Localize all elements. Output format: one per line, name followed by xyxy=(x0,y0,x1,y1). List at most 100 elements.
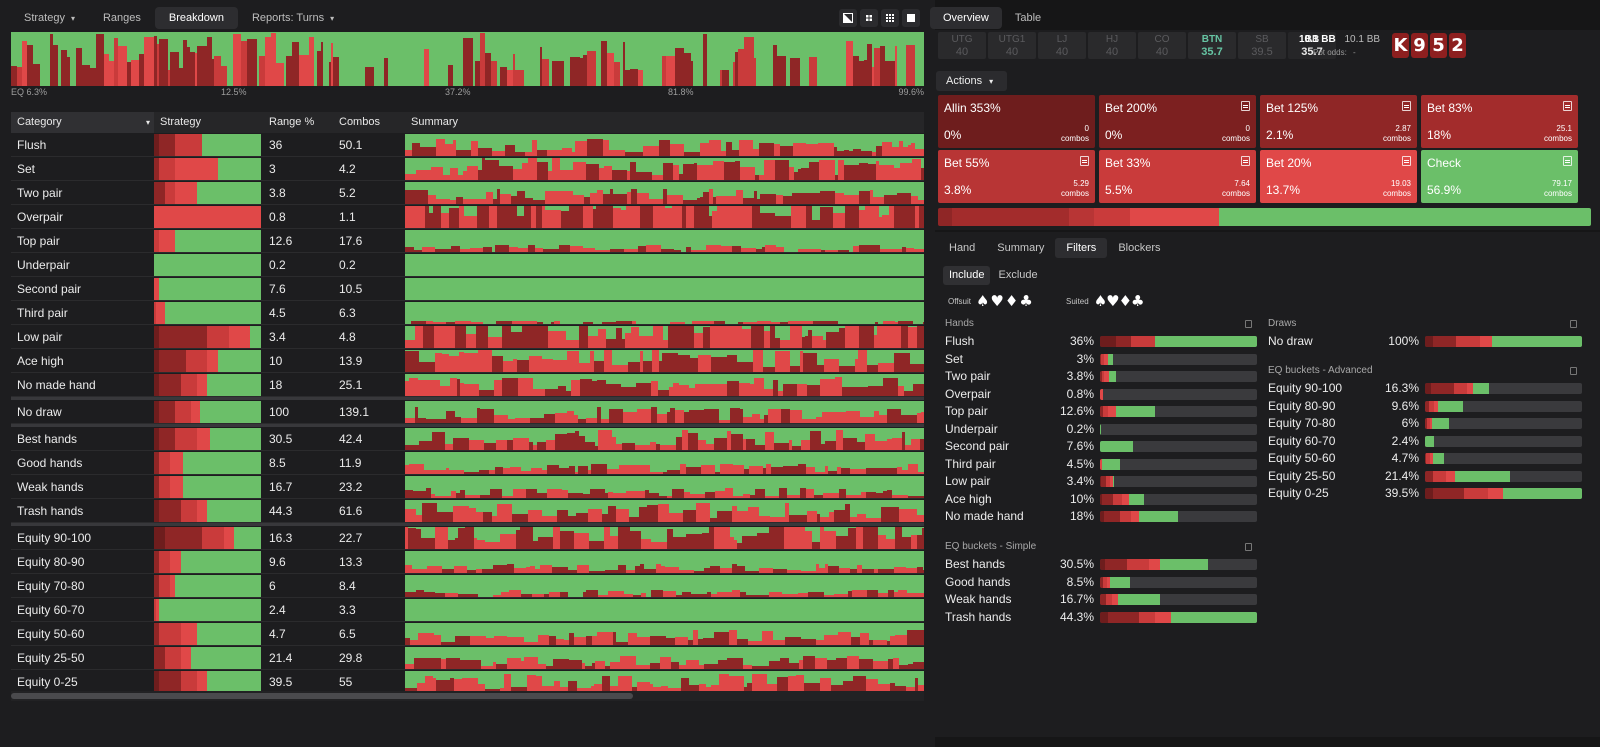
filter-row[interactable]: Top pair 12.6% xyxy=(945,403,1257,420)
filter-row[interactable]: Equity 90-100 16.3% xyxy=(1268,380,1582,397)
filter-row[interactable]: Good hands 8.5% xyxy=(945,574,1257,591)
table-row[interactable]: Flush 36 50.1 xyxy=(11,133,929,157)
filter-row[interactable]: Overpair 0.8% xyxy=(945,386,1257,403)
details-icon[interactable] xyxy=(1563,156,1572,166)
table-row[interactable]: Third pair 4.5 6.3 xyxy=(11,301,929,325)
position-lj[interactable]: LJ 40 xyxy=(1038,32,1086,59)
collapse-icon[interactable] xyxy=(1245,543,1252,551)
filter-row[interactable]: Third pair 4.5% xyxy=(945,456,1257,473)
details-icon[interactable] xyxy=(1241,101,1250,111)
action-tile-bet-200[interactable]: Bet 200% 0% 0 combos xyxy=(1099,95,1256,148)
filter-row[interactable]: Ace high 10% xyxy=(945,491,1257,508)
tab-breakdown[interactable]: Breakdown xyxy=(154,7,238,29)
horizontal-scrollbar[interactable] xyxy=(11,691,924,701)
details-icon[interactable] xyxy=(1080,156,1089,166)
action-tile-bet-33[interactable]: Bet 33% 5.5% 7.64 combos xyxy=(1099,150,1256,203)
suited-suits-icon[interactable]: ♠♥♦♣ xyxy=(1093,292,1145,310)
summary-bar xyxy=(882,468,897,474)
action-tile-check[interactable]: Check 56.9% 79.17 combos xyxy=(1421,150,1578,203)
tab-hand[interactable]: Hand xyxy=(949,242,976,254)
filter-row[interactable]: No made hand 18% xyxy=(945,508,1257,525)
table-row[interactable]: Two pair 3.8 5.2 xyxy=(11,181,929,205)
table-row[interactable]: Second pair 7.6 10.5 xyxy=(11,277,924,301)
table-row[interactable]: No made hand 18 25.1 xyxy=(11,373,928,397)
position-bb[interactable]: BB 35.7 xyxy=(1288,32,1336,59)
details-icon[interactable] xyxy=(1402,101,1411,111)
column-header-strategy[interactable]: Strategy xyxy=(160,116,201,128)
filter-row[interactable]: Two pair 3.8% xyxy=(945,368,1257,385)
grid-large-icon[interactable] xyxy=(881,9,899,27)
filter-row[interactable]: Flush 36% xyxy=(945,333,1257,350)
collapse-icon[interactable] xyxy=(1570,367,1577,375)
action-tile-bet-125[interactable]: Bet 125% 2.1% 2.87 combos xyxy=(1260,95,1417,148)
table-row[interactable]: Trash hands 44.3 61.6 xyxy=(11,499,930,523)
action-tile-bet-20[interactable]: Bet 20% 13.7% 19.03 combos xyxy=(1260,150,1417,203)
filter-row[interactable]: Best hands 30.5% xyxy=(945,556,1257,573)
table-row[interactable]: Equity 70-80 6 8.4 xyxy=(11,574,931,598)
position-utg1[interactable]: UTG1 40 xyxy=(988,32,1036,59)
table-row[interactable]: Weak hands 16.7 23.2 xyxy=(11,475,924,499)
table-row[interactable]: No draw 100 139.1 xyxy=(11,400,935,424)
position-sb[interactable]: SB 39.5 xyxy=(1238,32,1286,59)
details-icon[interactable] xyxy=(1563,101,1572,111)
tab-strategy[interactable]: Strategy ▾ xyxy=(10,7,89,29)
position-co[interactable]: CO 40 xyxy=(1138,32,1186,59)
filter-row[interactable]: Equity 70-80 6% xyxy=(1268,415,1582,432)
filter-row[interactable]: No draw 100% xyxy=(1268,333,1582,350)
column-header-combos[interactable]: Combos xyxy=(339,116,380,128)
filter-row[interactable]: Equity 25-50 21.4% xyxy=(1268,468,1582,485)
tab-overview[interactable]: Overview xyxy=(930,7,1002,29)
table-row[interactable]: Good hands 8.5 11.9 xyxy=(11,451,926,475)
column-header-range[interactable]: Range % xyxy=(269,116,315,128)
column-header-category[interactable]: Category ▾ xyxy=(11,112,154,133)
contrast-icon[interactable] xyxy=(839,9,857,27)
filter-row[interactable]: Equity 80-90 9.6% xyxy=(1268,398,1582,415)
table-row[interactable]: Equity 50-60 4.7 6.5 xyxy=(11,622,928,646)
filter-row[interactable]: Set 3% xyxy=(945,351,1257,368)
grid-small-icon[interactable] xyxy=(860,9,878,27)
filter-row[interactable]: Trash hands 44.3% xyxy=(945,609,1257,626)
collapse-icon[interactable] xyxy=(1570,320,1577,328)
tab-summary[interactable]: Summary xyxy=(997,242,1045,254)
details-icon[interactable] xyxy=(1402,156,1411,166)
table-row[interactable]: Set 3 4.2 xyxy=(11,157,925,181)
square-icon[interactable] xyxy=(902,9,920,27)
filter-row[interactable]: Equity 60-70 2.4% xyxy=(1268,433,1582,450)
table-row[interactable]: Underpair 0.2 0.2 xyxy=(11,253,924,277)
table-row[interactable]: Best hands 30.5 42.4 xyxy=(11,427,925,451)
table-row[interactable]: Equity 80-90 9.6 13.3 xyxy=(11,550,939,574)
position-btn[interactable]: BTN 35.7 xyxy=(1188,32,1236,59)
tab-ranges[interactable]: Ranges xyxy=(89,7,155,29)
filter-row[interactable]: Second pair 7.6% xyxy=(945,438,1257,455)
table-row[interactable]: Equity 90-100 16.3 22.7 xyxy=(11,526,934,550)
scrollbar-thumb[interactable] xyxy=(11,693,633,699)
filter-row[interactable]: Underpair 0.2% xyxy=(945,421,1257,438)
toggle-include[interactable]: Include xyxy=(943,266,991,285)
column-header-summary[interactable]: Summary xyxy=(411,116,459,128)
filter-row[interactable]: Equity 0-25 39.5% xyxy=(1268,485,1582,502)
tab-blockers[interactable]: Blockers xyxy=(1118,242,1161,254)
collapse-icon[interactable] xyxy=(1245,320,1252,328)
actions-dropdown[interactable]: Actions ▾ xyxy=(936,71,1007,91)
details-icon[interactable] xyxy=(1241,156,1250,166)
table-row[interactable]: Overpair 0.8 1.1 xyxy=(11,205,924,229)
toggle-exclude[interactable]: Exclude xyxy=(998,269,1038,281)
table-row[interactable]: Equity 25-50 21.4 29.8 xyxy=(11,646,928,670)
table-row[interactable]: Low pair 3.4 4.8 xyxy=(11,325,929,349)
action-tile-allin-353[interactable]: Allin 353% 0% 0 combos xyxy=(938,95,1095,148)
table-row[interactable]: Ace high 10 13.9 xyxy=(11,349,926,373)
table-row[interactable]: Equity 60-70 2.4 3.3 xyxy=(11,598,924,622)
offsuit-suits-icon[interactable]: ♠♥♦♣ xyxy=(975,292,1034,310)
tab-reports-turns[interactable]: Reports: Turns ▾ xyxy=(238,7,348,29)
tab-filters[interactable]: Filters xyxy=(1055,238,1108,258)
action-tile-bet-83[interactable]: Bet 83% 18% 25.1 combos xyxy=(1421,95,1578,148)
table-row[interactable]: Equity 0-25 39.5 55 xyxy=(11,670,932,694)
filter-row[interactable]: Low pair 3.4% xyxy=(945,473,1257,490)
table-row[interactable]: Top pair 12.6 17.6 xyxy=(11,229,928,253)
position-utg[interactable]: UTG 40 xyxy=(938,32,986,59)
tab-table[interactable]: Table xyxy=(1014,12,1042,24)
action-tile-bet-55[interactable]: Bet 55% 3.8% 5.29 combos xyxy=(938,150,1095,203)
filter-row[interactable]: Weak hands 16.7% xyxy=(945,591,1257,608)
position-hj[interactable]: HJ 40 xyxy=(1088,32,1136,59)
filter-row[interactable]: Equity 50-60 4.7% xyxy=(1268,450,1582,467)
